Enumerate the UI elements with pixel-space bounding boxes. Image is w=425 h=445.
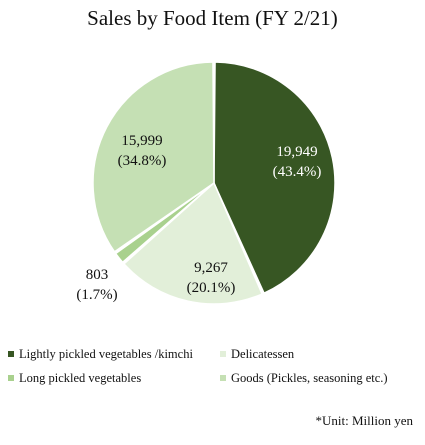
slice-value-label: 19,949 (276, 144, 317, 160)
legend-item-delicatessen: Delicatessen (220, 346, 294, 362)
legend-label: Delicatessen (231, 347, 295, 361)
legend-swatch (220, 351, 226, 357)
legend-label: Long pickled vegetables (19, 371, 142, 385)
slice-value-label: 15,999 (121, 133, 162, 149)
slice-value-label: 803 (86, 267, 109, 283)
legend-label: Goods (Pickles, seasoning etc.) (231, 371, 388, 385)
legend-label: Lightly pickled vegetables /kimchi (19, 347, 193, 361)
unit-note: *Unit: Million yen (315, 413, 414, 428)
slice-percent-label: (1.7%) (76, 287, 117, 303)
slice-percent-label: (34.8%) (118, 153, 167, 169)
legend-swatch (8, 351, 14, 357)
legend-swatch (8, 375, 14, 381)
slice-value-label: 9,267 (194, 260, 228, 276)
legend-item-goods: Goods (Pickles, seasoning etc.) (220, 370, 388, 386)
data-labels: 19,949 (43.4%) 9,267 (20.1%) 803 (1.7%) 15,999… (76, 133, 321, 303)
legend-item-lightly-pickled: Lightly pickled vegetables /kimchi (8, 346, 193, 362)
slice-percent-label: (43.4%) (273, 164, 322, 180)
chart-title: Sales by Food Item (FY 2/21) (87, 6, 338, 30)
slice-percent-label: (20.1%) (187, 280, 236, 296)
pie-slices (92, 61, 336, 305)
legend-item-long-pickled: Long pickled vegetables (8, 370, 141, 386)
pie-slice (92, 61, 215, 253)
pie-slice (122, 181, 264, 305)
pie-slice (114, 182, 215, 264)
legend-swatch (220, 375, 226, 381)
pie-slice (213, 61, 336, 295)
